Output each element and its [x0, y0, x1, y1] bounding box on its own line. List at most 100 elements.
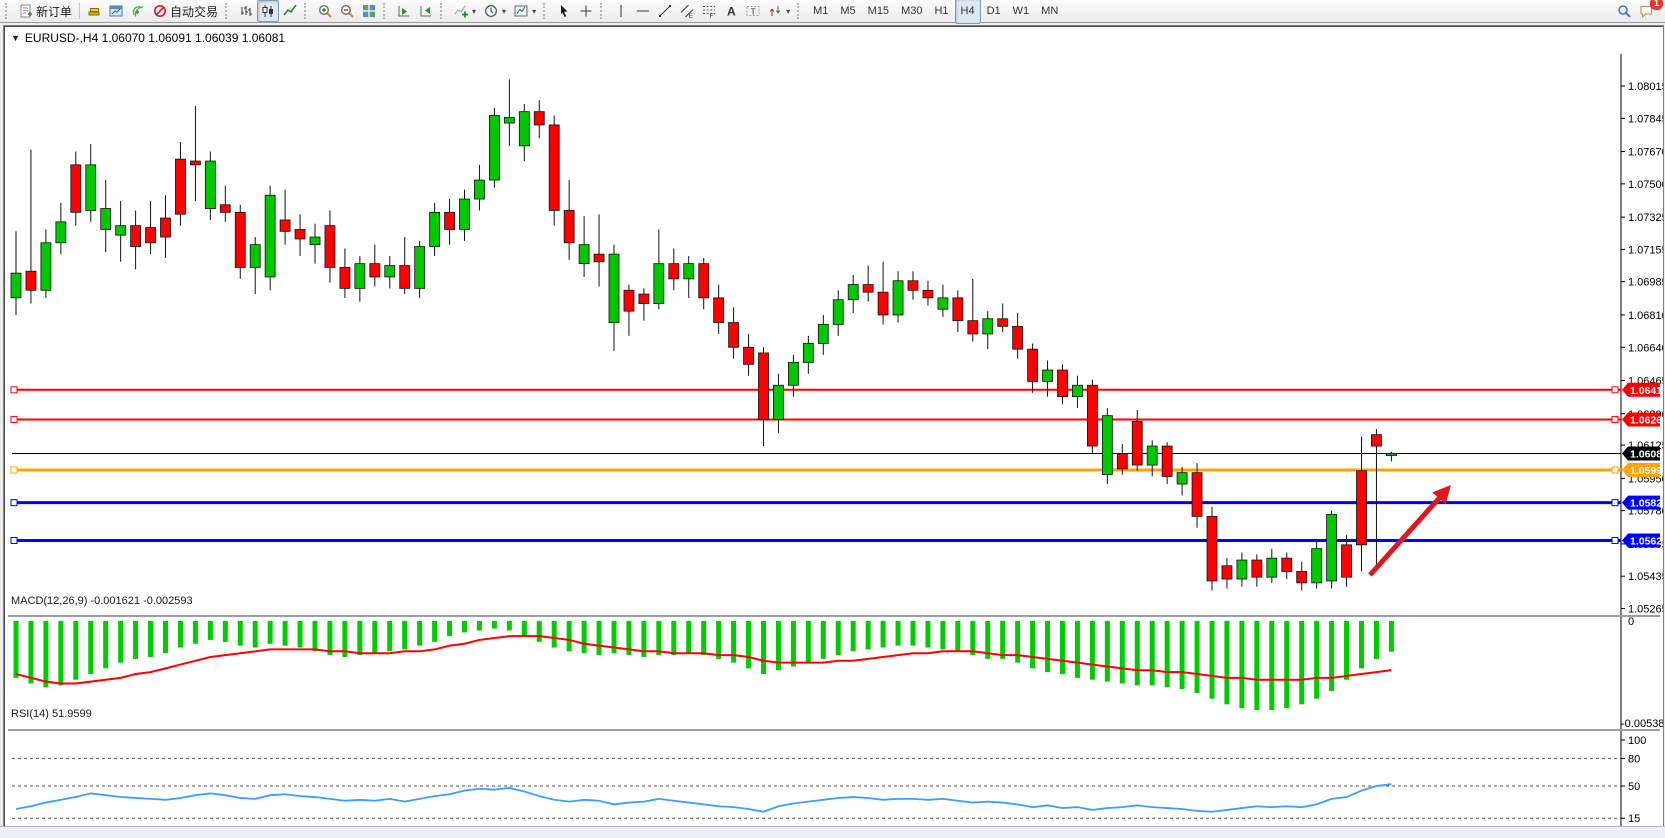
auto-scroll-button[interactable] [393, 0, 415, 22]
candle [1161, 445, 1173, 477]
autotrading-icon [153, 4, 167, 18]
rsi-level-label: 15 [1628, 813, 1640, 825]
macd-histogram-bar [506, 621, 512, 631]
autotrading-button[interactable]: 自动交易 [149, 0, 222, 22]
resistance-line-1-left-handle[interactable] [10, 386, 18, 394]
toolbar-grip [383, 3, 390, 19]
timeframe-mn-button[interactable]: MN [1041, 5, 1059, 17]
candle [40, 242, 52, 291]
market-watch-button[interactable] [83, 0, 105, 22]
search-button[interactable] [1613, 0, 1635, 22]
macd-histogram-bar [790, 621, 796, 667]
line-chart-button[interactable] [279, 0, 301, 22]
macd-histogram-bar [252, 621, 258, 648]
candle [967, 320, 979, 335]
periods-button[interactable]: ▾ [480, 0, 510, 22]
candle [189, 160, 201, 166]
pivot-line-right-handle[interactable] [1611, 466, 1619, 474]
macd-histogram-bar [641, 621, 647, 657]
timeframe-m5-button[interactable]: M5 [840, 5, 856, 17]
macd-histogram-bar [805, 621, 811, 663]
macd-histogram-bar [775, 621, 781, 671]
text-label-button[interactable]: T [742, 0, 764, 22]
notifications-button[interactable]: 1 [1635, 0, 1663, 22]
symbol-dropdown-icon[interactable]: ▼ [11, 33, 20, 43]
timeframe-d1-button[interactable]: D1 [986, 5, 1001, 17]
trend-arrow-head[interactable] [1432, 485, 1451, 505]
macd-histogram-bar [447, 621, 453, 637]
chart-window[interactable]: ▼ EURUSD-,H4 1.06070 1.06091 1.06039 1.0… [3, 25, 1664, 827]
vertical-line-button[interactable] [610, 0, 632, 22]
indicators-icon [454, 4, 469, 18]
toolbar-separator [79, 3, 81, 19]
timeframe-m1-button[interactable]: M1 [813, 5, 829, 17]
timeframe-h4-button[interactable]: H4 [954, 0, 981, 24]
trendline-icon [658, 4, 672, 18]
candle [70, 164, 82, 213]
zoom-in-button[interactable] [314, 0, 336, 22]
timeframe-h1-button[interactable]: H1 [934, 5, 949, 17]
tile-windows-icon [362, 4, 376, 18]
chart-canvas[interactable]: 1.08015 1.07845 1.07670 1.07500 1.07325 1.071… [4, 26, 1663, 826]
macd-histogram-bar [1209, 621, 1215, 699]
horizontal-line-button[interactable] [632, 0, 654, 22]
candle [474, 179, 485, 200]
fibonacci-button[interactable]: F [698, 0, 720, 22]
candle [608, 253, 620, 323]
tile-windows-button[interactable] [358, 0, 380, 22]
support-line-2-left-handle[interactable] [10, 536, 18, 544]
candle [788, 362, 799, 386]
pivot-line-left-handle[interactable] [10, 466, 18, 474]
terminal-button[interactable] [105, 0, 127, 22]
macd-histogram-bar [820, 621, 826, 659]
support-line-2-right-handle[interactable] [1611, 536, 1619, 544]
price-tick-label: 1.05265 [1628, 604, 1663, 616]
candle [593, 253, 605, 263]
macd-histogram-bar [342, 621, 348, 657]
zoom-out-button[interactable] [336, 0, 358, 22]
support-line-1-price-flag-label: 1.05822 [1630, 498, 1663, 510]
chart-title: ▼ EURUSD-,H4 1.06070 1.06091 1.06039 1.0… [11, 31, 285, 45]
support-line-1-left-handle[interactable] [10, 499, 18, 507]
candle [339, 267, 351, 289]
candle [459, 198, 470, 230]
candle [384, 265, 396, 278]
trendline-button[interactable] [654, 0, 676, 22]
price-tick-label: 1.08015 [1628, 81, 1663, 93]
macd-histogram-bar [58, 621, 64, 686]
bar-chart-button[interactable] [235, 0, 257, 22]
candle [1371, 434, 1382, 447]
macd-histogram-bar [118, 621, 124, 663]
trend-arrow[interactable] [1368, 493, 1444, 577]
channel-button[interactable]: E [676, 0, 698, 22]
dropdown-caret-icon: ▾ [786, 6, 791, 16]
candlestick-chart-button[interactable] [257, 0, 280, 22]
new-order-button[interactable]: 新订单 [15, 0, 76, 22]
arrows-button[interactable]: ▾ [764, 0, 794, 22]
candle [503, 116, 515, 124]
indicators-button[interactable]: ▾ [450, 0, 480, 22]
timeframe-w1-button[interactable]: W1 [1012, 5, 1030, 17]
resistance-line-1-right-handle[interactable] [1611, 386, 1619, 394]
candle [1057, 369, 1068, 398]
resistance-line-2-left-handle[interactable] [10, 415, 18, 423]
macd-histogram-bar [1030, 621, 1036, 669]
macd-histogram-bar [1224, 621, 1230, 705]
rsi-indicator-label: RSI(14) 51.9599 [11, 708, 92, 720]
text-button[interactable]: A [720, 0, 742, 22]
cursor-button[interactable] [553, 0, 575, 22]
templates-button[interactable]: ▾ [510, 0, 540, 22]
chart-shift-button[interactable] [415, 0, 437, 22]
support-line-1-right-handle[interactable] [1611, 499, 1619, 507]
timeframe-m30-button[interactable]: M30 [901, 5, 923, 17]
candlestick-chart-icon [261, 4, 275, 18]
macd-histogram-bar [925, 621, 931, 648]
candle [85, 164, 97, 211]
macd-histogram-bar [536, 621, 542, 642]
candle [354, 263, 366, 289]
resistance-line-2-right-handle[interactable] [1611, 415, 1619, 423]
signals-button[interactable] [127, 0, 149, 22]
crosshair-button[interactable] [575, 0, 597, 22]
timeframe-m15-button[interactable]: M15 [867, 5, 890, 17]
